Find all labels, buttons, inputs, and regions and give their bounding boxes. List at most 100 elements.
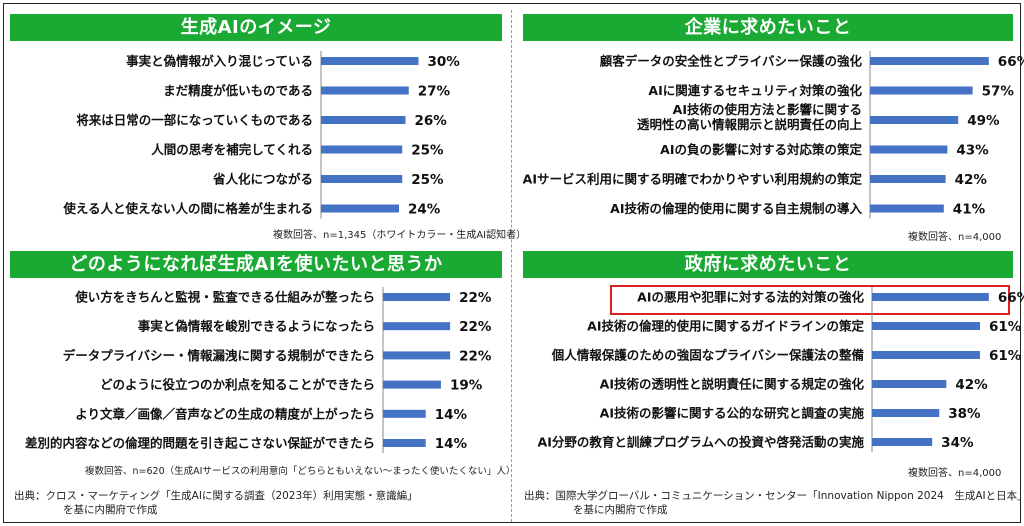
- category-label: AIサービス利用に関する明確でわかりやすい利用規約の策定: [523, 172, 863, 187]
- value-label: 66%: [998, 54, 1024, 70]
- source-right-line1: 出典：国際大学グローバル・コミュニケーション・センター「Innovation N…: [524, 490, 1024, 502]
- bar: [872, 409, 940, 417]
- bar: [383, 409, 426, 418]
- value-label: 61%: [989, 319, 1022, 335]
- value-label: 14%: [435, 436, 468, 452]
- bar: [870, 116, 959, 124]
- value-label: 24%: [408, 202, 441, 218]
- figure-frame: [3, 3, 1021, 523]
- value-label: 26%: [415, 113, 448, 129]
- value-label: 14%: [435, 407, 468, 423]
- chart-conditions-svg: 使い方をきちんと監視・監査できる仕組みが整ったら 22% 事実と偽情報を峻別できるよ…: [24, 287, 492, 453]
- chart-image-svg: 事実と偽情報が入り混じっている 30% まだ精度が低いものである 27% 将来は日常の一…: [62, 51, 461, 219]
- value-label: 38%: [948, 406, 981, 422]
- bar: [383, 439, 426, 447]
- bar: [383, 322, 451, 331]
- bar: [870, 57, 989, 65]
- category-label: データプライバシー・情報漏洩に関する規制ができたら: [63, 348, 375, 363]
- bar: [321, 86, 409, 95]
- bar: [872, 380, 947, 388]
- value-label: 42%: [955, 172, 988, 188]
- bar: [872, 293, 989, 301]
- bar: [870, 175, 946, 183]
- bar: [321, 175, 403, 183]
- source-left: 出典：クロス・マーケティング「生成AIに関する調査（2023年）利用実態・意識編…: [14, 489, 418, 517]
- chart-conditions: 使い方をきちんと監視・監査できる仕組みが整ったら 22% 事実と偽情報を峻別できるよ…: [10, 284, 502, 464]
- highlight-box: [610, 285, 1010, 315]
- chart-companies-svg: 顧客データの安全性とプライバシー保護の強化 66% AIに関連するセキュリティ対策の…: [523, 51, 1024, 219]
- value-label: 19%: [450, 378, 483, 394]
- panel-image: 生成AIのイメージ 事実と偽情報が入り混じっている 30% まだ精度が低いものである…: [10, 14, 526, 244]
- category-label: 事実と偽情報を峻別できるようになったら: [138, 319, 375, 334]
- panel-conditions: どのようになれば生成AIを使いたいと思うか 使い方をきちんと監視・監査できる仕組…: [10, 251, 515, 481]
- value-label: 30%: [428, 54, 461, 70]
- category-label: 省人化につながる: [212, 172, 313, 187]
- category-label: AI分野の教育と訓練プログラムへの投資や啓発活動の実施: [538, 435, 865, 450]
- panel-title-conditions: どのようになれば生成AIを使いたいと思うか: [10, 251, 502, 278]
- note-conditions: 複数回答、n=620（生成AIサービスの利用意向「どちらともいえない～まったく使…: [85, 466, 516, 477]
- bar: [870, 204, 944, 213]
- chart-companies: 顧客データの安全性とプライバシー保護の強化 66% AIに関連するセキュリティ対策の…: [523, 49, 1024, 229]
- bar: [321, 57, 419, 65]
- bar: [321, 204, 399, 213]
- category-label: AI技術の倫理的使用に関するガイドラインの策定: [587, 319, 864, 334]
- category-label-line: 透明性の高い情報開示と説明責任の向上: [637, 117, 863, 132]
- value-label: 25%: [411, 172, 444, 188]
- chart-image: 事実と偽情報が入り混じっている 30% まだ精度が低いものである 27% 将来は日常の一…: [10, 49, 502, 229]
- value-label: 22%: [459, 319, 492, 335]
- category-label: AIに関連するセキュリティ対策の強化: [648, 83, 862, 98]
- bar: [872, 351, 980, 359]
- value-label: 66%: [998, 290, 1024, 306]
- source-left-line2: を基に内閣府で作成: [63, 504, 158, 516]
- value-label: 57%: [982, 84, 1015, 100]
- category-label: 使える人と使えない人の間に格差が生まれる: [62, 201, 313, 216]
- category-label-line: AI技術の使用方法と影響に関する: [673, 102, 862, 117]
- value-label: 43%: [956, 143, 989, 159]
- panel-government: 政府に求めたいこと AIの悪用や犯罪に対する法的対策の強化 66% AI技術の倫理的…: [523, 251, 1024, 481]
- value-label: 22%: [459, 290, 492, 306]
- category-label: 差別的内容などの倫理的問題を引き起こさない保証ができたら: [24, 436, 375, 451]
- category-label: より文章／画像／音声などの生成の精度が上がったら: [75, 406, 375, 421]
- bar: [872, 438, 933, 446]
- category-label: 顧客データの安全性とプライバシー保護の強化: [600, 54, 863, 69]
- bar: [321, 145, 403, 154]
- bar: [872, 322, 980, 330]
- note-image: 複数回答、n=1,345（ホワイトカラー・生成AI認知者）: [273, 230, 527, 241]
- value-label: 61%: [989, 348, 1022, 364]
- note-companies: 複数回答、n=4,000: [908, 232, 1002, 243]
- category-label: 将来は日常の一部になっていくものである: [76, 113, 313, 128]
- value-label: 42%: [955, 377, 988, 393]
- category-label: どのように役立つのか利点を知ることができたら: [100, 377, 375, 392]
- category-label: 事実と偽情報が入り混じっている: [126, 54, 313, 69]
- note-government: 複数回答、n=4,000: [908, 468, 1002, 479]
- category-label: AI技術の使用方法と影響に関する透明性の高い情報開示と説明責任の向上: [637, 102, 863, 132]
- value-label: 49%: [967, 113, 1000, 129]
- bar: [383, 351, 451, 360]
- bar: [870, 86, 973, 95]
- bar: [383, 293, 451, 301]
- center-divider: [511, 10, 512, 522]
- value-label: 22%: [459, 348, 492, 364]
- value-label: 25%: [411, 143, 444, 159]
- chart-government: AIの悪用や犯罪に対する法的対策の強化 66% AI技術の倫理的使用に関するガイドラ…: [523, 284, 1024, 464]
- bar: [383, 380, 441, 389]
- panel-title-government: 政府に求めたいこと: [523, 251, 1013, 278]
- source-right-line2: を基に内閣府で作成: [573, 504, 668, 516]
- category-label: AI技術の透明性と説明責任に関する規定の強化: [600, 377, 865, 392]
- category-label: 人間の思考を補完してくれる: [151, 142, 313, 157]
- bar: [870, 145, 948, 154]
- category-label: AI技術の影響に関する公的な研究と調査の実施: [600, 406, 865, 421]
- bar: [321, 116, 406, 124]
- category-label: AIの悪用や犯罪に対する法的対策の強化: [637, 290, 864, 305]
- category-label: まだ精度が低いものである: [163, 83, 313, 98]
- value-label: 34%: [941, 435, 974, 451]
- source-right: 出典：国際大学グローバル・コミュニケーション・センター「Innovation N…: [524, 489, 1024, 517]
- panel-title-image: 生成AIのイメージ: [10, 14, 502, 41]
- panel-companies: 企業に求めたいこと 顧客データの安全性とプライバシー保護の強化 66% AIに関連す…: [523, 14, 1024, 244]
- category-label: AIの負の影響に対する対応策の策定: [660, 142, 862, 157]
- panel-title-companies: 企業に求めたいこと: [523, 14, 1013, 41]
- chart-government-svg: AIの悪用や犯罪に対する法的対策の強化 66% AI技術の倫理的使用に関するガイドラ…: [538, 287, 1024, 452]
- category-label: AI技術の倫理的使用に関する自主規制の導入: [610, 201, 862, 216]
- category-label: 個人情報保護のための強固なプライバシー保護法の整備: [551, 348, 865, 363]
- value-label: 27%: [418, 84, 451, 100]
